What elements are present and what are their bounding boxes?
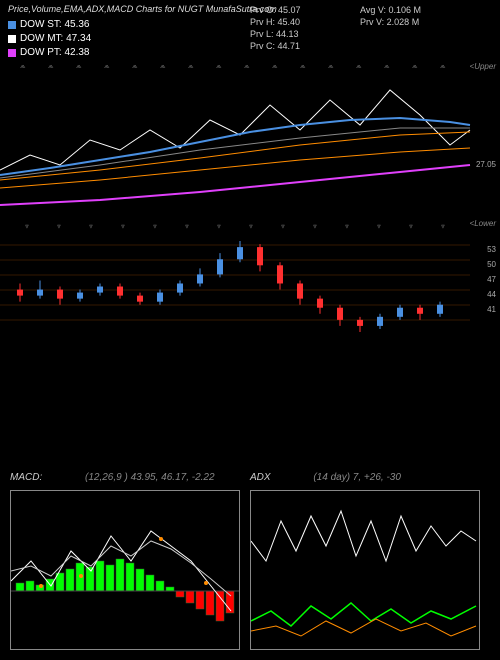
svg-text:⩕: ⩕ [440, 63, 446, 70]
stats-prev-ohlc: Prv O: 45.07Prv H: 45.40Prv L: 44.13Prv … [250, 4, 301, 52]
stat-line: Prv O: 45.07 [250, 4, 301, 16]
svg-text:⩕: ⩕ [328, 63, 334, 70]
svg-text:⩔: ⩔ [57, 223, 61, 230]
svg-text:⩔: ⩔ [409, 223, 413, 230]
axis-tick: 53 [487, 245, 496, 254]
svg-text:⩕: ⩕ [412, 63, 418, 70]
macd-box [10, 490, 240, 650]
adx-box [250, 490, 480, 650]
price-panel: ⩕ ⩕ ⩕ ⩕ ⩕ ⩕ ⩕ ⩕ ⩕ ⩕ ⩕ ⩕ ⩕ ⩕ ⩕ ⩕ ⩔ ⩔ ⩔ ⩔ ⩔ ⩔ ⩔ ⩔ ⩔ ⩔ ⩔ ⩔ ⩔ ⩔ <Upper <L… [0, 60, 500, 230]
svg-text:⩔: ⩔ [441, 223, 445, 230]
svg-text:⩔: ⩔ [153, 223, 157, 230]
chart-title: Price,Volume,EMA,ADX,MACD Charts for NUG… [8, 4, 277, 14]
legend: DOW ST: 45.36DOW MT: 47.34DOW PT: 42.38 [8, 18, 91, 60]
svg-text:⩔: ⩔ [121, 223, 125, 230]
svg-text:⩕: ⩕ [132, 63, 138, 70]
legend-item: DOW ST: 45.36 [8, 18, 91, 32]
price-axis-label: 27.05 [476, 160, 496, 169]
axis-tick: 44 [487, 290, 496, 299]
indicator-row [0, 490, 500, 650]
adx-label: ADX (14 day) 7, +26, -30 [250, 472, 401, 483]
legend-text: DOW PT: 42.38 [20, 46, 89, 60]
svg-text:⩕: ⩕ [76, 63, 82, 70]
svg-text:⩕: ⩕ [356, 63, 362, 70]
svg-text:⩔: ⩔ [185, 223, 189, 230]
svg-text:⩔: ⩔ [345, 223, 349, 230]
svg-text:⩔: ⩔ [313, 223, 317, 230]
legend-item: DOW PT: 42.38 [8, 46, 91, 60]
legend-item: DOW MT: 47.34 [8, 32, 91, 46]
axis-tick: 47 [487, 275, 496, 284]
stat-line: Prv H: 45.40 [250, 16, 301, 28]
svg-text:⩕: ⩕ [244, 63, 250, 70]
svg-text:⩕: ⩕ [272, 63, 278, 70]
lower-marker: <Lower [470, 219, 496, 228]
svg-text:⩕: ⩕ [20, 63, 26, 70]
stat-line: Prv V: 2.028 M [360, 16, 421, 28]
svg-text:⩕: ⩕ [188, 63, 194, 70]
stat-line: Prv C: 44.71 [250, 40, 301, 52]
macd-label: MACD: (12,26,9 ) 43.95, 46.17, -2.22 [10, 472, 215, 483]
candle-panel: 53 50 47 44 41 [0, 235, 500, 335]
legend-swatch [8, 49, 16, 57]
stats-volume: Avg V: 0.106 MPrv V: 2.028 M [360, 4, 421, 28]
legend-text: DOW MT: 47.34 [20, 32, 91, 46]
svg-text:⩔: ⩔ [281, 223, 285, 230]
legend-swatch [8, 35, 16, 43]
svg-text:⩔: ⩔ [377, 223, 381, 230]
legend-swatch [8, 21, 16, 29]
svg-text:⩔: ⩔ [89, 223, 93, 230]
svg-text:⩔: ⩔ [217, 223, 221, 230]
legend-text: DOW ST: 45.36 [20, 18, 89, 32]
svg-text:⩕: ⩕ [384, 63, 390, 70]
upper-marker: <Upper [470, 62, 496, 71]
axis-tick: 50 [487, 260, 496, 269]
svg-text:⩕: ⩕ [104, 63, 110, 70]
axis-tick: 41 [487, 305, 496, 314]
svg-text:⩕: ⩕ [300, 63, 306, 70]
svg-text:⩔: ⩔ [249, 223, 253, 230]
svg-text:⩕: ⩕ [48, 63, 54, 70]
svg-text:⩔: ⩔ [25, 223, 29, 230]
stat-line: Prv L: 44.13 [250, 28, 301, 40]
svg-text:⩕: ⩕ [216, 63, 222, 70]
stat-line: Avg V: 0.106 M [360, 4, 421, 16]
svg-text:⩕: ⩕ [160, 63, 166, 70]
